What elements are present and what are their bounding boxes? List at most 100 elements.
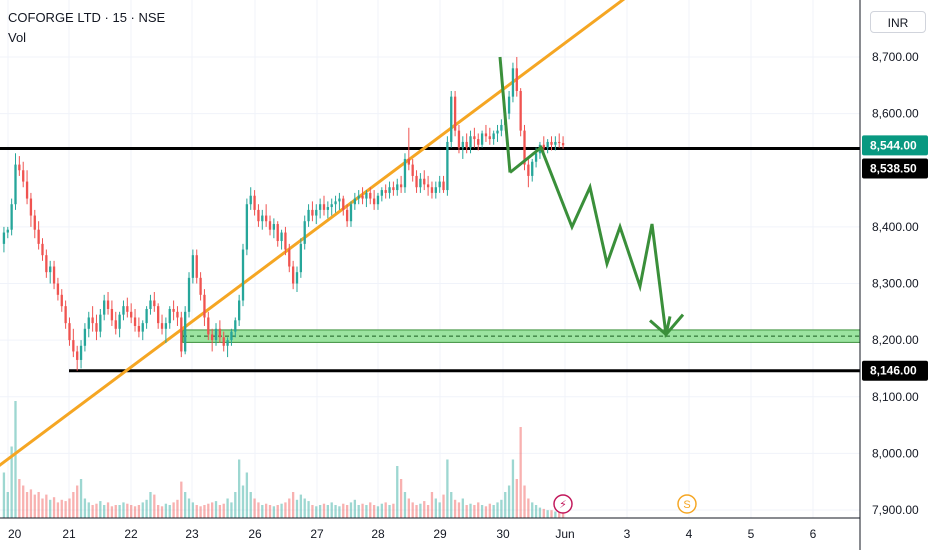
trendline[interactable] <box>0 0 670 469</box>
candle-body <box>488 136 491 140</box>
volume-bar <box>160 506 164 518</box>
volume-bar <box>288 498 291 518</box>
volume-bar <box>83 498 87 518</box>
volume-bar <box>110 506 114 518</box>
candle-body <box>396 184 399 191</box>
volume-bar <box>415 505 418 518</box>
volume-bar <box>49 499 52 518</box>
time-tick-label: 30 <box>496 527 510 541</box>
candle-body <box>203 294 206 318</box>
candle-body <box>226 340 229 346</box>
volume-bar <box>465 505 468 518</box>
volume-bar <box>191 502 195 518</box>
candle-body <box>430 187 434 193</box>
candle-body <box>307 209 310 222</box>
candle-body <box>442 181 445 191</box>
candle-body <box>2 232 6 244</box>
volume-bar <box>403 492 407 518</box>
price-tag-box <box>862 360 928 381</box>
candle-body <box>272 224 276 230</box>
candle-body <box>558 141 561 144</box>
volume-bar <box>114 505 117 518</box>
volume-bar <box>280 503 283 518</box>
currency-button[interactable]: INR <box>870 11 926 33</box>
support-zone[interactable] <box>182 329 861 343</box>
event-markers[interactable]: ⚡ S <box>553 494 697 514</box>
time-tick-label: 29 <box>433 527 447 541</box>
candle-body <box>168 308 171 324</box>
volume-bar <box>338 506 341 518</box>
volume-bar <box>419 503 422 518</box>
candle-body <box>60 294 63 307</box>
candle-body <box>345 209 349 222</box>
volume-bar <box>199 506 202 518</box>
volume-bar <box>33 494 36 518</box>
candle-body <box>114 320 117 329</box>
volume-bar <box>388 505 391 518</box>
volume-bar <box>546 510 549 518</box>
volume-bar <box>353 499 356 518</box>
time-tick-label: 27 <box>310 527 324 541</box>
price-tick-label: 8,400.00 <box>872 220 919 234</box>
candle-body <box>126 306 129 312</box>
volume-bar <box>118 505 121 518</box>
candle-body <box>191 255 195 278</box>
volume-bar <box>234 492 237 518</box>
candle-body <box>241 249 245 301</box>
volume-bar <box>137 505 141 518</box>
volume-bar <box>361 503 364 518</box>
candle-body <box>99 314 102 332</box>
volume-bar <box>376 506 380 518</box>
volume-bar <box>99 501 102 518</box>
candle-body <box>492 133 495 140</box>
candle-body <box>380 190 383 196</box>
candle-body <box>369 192 372 199</box>
volume-bar <box>214 501 218 518</box>
volume-bar <box>446 459 449 518</box>
volume-bar <box>442 494 445 518</box>
volume-bar <box>500 499 503 518</box>
time-tick-label: 22 <box>124 527 138 541</box>
volume-bar <box>334 505 337 518</box>
volume-bar <box>64 501 67 518</box>
candle-body <box>237 300 241 321</box>
candle-body <box>403 158 407 188</box>
time-tick-label: 21 <box>62 527 76 541</box>
candle-body <box>45 255 48 273</box>
candle-body <box>372 198 376 205</box>
volume-bar <box>249 492 252 518</box>
candle-body <box>214 328 218 341</box>
volume-bar <box>203 505 206 518</box>
candle-body <box>519 90 522 131</box>
candle-body <box>49 266 52 273</box>
candle-body <box>245 204 249 250</box>
volume-bar <box>519 427 522 518</box>
horizontal-levels[interactable] <box>0 146 860 373</box>
candle-body <box>234 320 237 332</box>
volume-bar <box>126 503 129 518</box>
candle-body <box>384 190 387 193</box>
candle-body <box>276 224 279 242</box>
volume-bar <box>492 505 495 518</box>
volume-bar <box>264 503 268 518</box>
volume-bar <box>365 505 368 518</box>
volume-bar <box>372 505 376 518</box>
projection-path[interactable] <box>498 56 685 339</box>
volume-bar <box>268 505 272 518</box>
volume-bar <box>253 498 256 518</box>
candle-body <box>288 249 291 267</box>
volume-bar <box>411 502 414 518</box>
candle-body <box>41 243 44 256</box>
volume-bar <box>469 503 472 518</box>
candle-body <box>376 195 380 205</box>
candle-body <box>118 314 121 329</box>
candle-body <box>353 198 356 205</box>
candle-body <box>415 175 418 188</box>
price-tag-box <box>862 158 928 179</box>
candle-body <box>342 198 345 210</box>
volume-bar <box>168 505 171 518</box>
volume-bar <box>507 485 511 518</box>
volume-bar <box>18 479 21 518</box>
